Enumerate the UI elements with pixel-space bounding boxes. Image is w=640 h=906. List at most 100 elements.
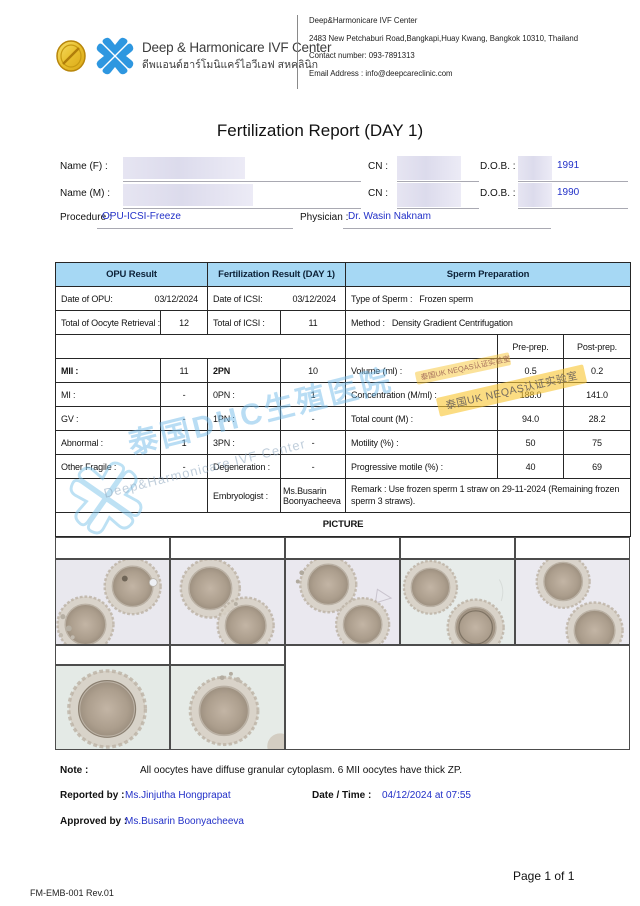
clinic-logo-block: Deep & Harmonicare IVF Center ดีพแอนด์ฮา…: [55, 36, 331, 76]
sperm-type-value: Frozen sperm: [419, 293, 474, 304]
note-text: All oocytes have diffuse granular cytopl…: [140, 765, 463, 776]
oocyte-photo-4: [400, 559, 515, 645]
sperm-preparation-header: Sperm Preparation: [345, 262, 632, 287]
cn-m-label: CN :: [368, 188, 388, 199]
opu-result-header: OPU Result: [54, 262, 209, 287]
mii-label: MII :: [55, 358, 161, 383]
post-prep-header: Post-prep.: [563, 334, 632, 359]
clinic-name-en: Deep & Harmonicare IVF Center: [142, 40, 332, 55]
clover-logo-icon: [96, 37, 134, 75]
name-f-label: Name (F) :: [60, 161, 108, 172]
results-table: OPU Result Fertilization Result (DAY 1) …: [54, 262, 632, 537]
mii-value: 11: [159, 358, 209, 383]
abnormal-value: 1: [159, 430, 209, 455]
picture-section-header: PICTURE: [54, 512, 632, 537]
physician-line: [343, 228, 551, 229]
motility-pre: 50: [497, 430, 565, 455]
oocyte-photo-5: [515, 559, 630, 645]
procedure-line: [97, 228, 293, 229]
picture-caption-cell: [170, 645, 285, 665]
volume-post: 0.2: [563, 358, 632, 383]
approved-by-label: Approved by :: [60, 816, 128, 827]
0pn-value: 1: [280, 382, 347, 407]
oocyte-photo-1: [55, 559, 170, 645]
sperm-method-cell: Method : Density Gradient Centrifugation: [345, 310, 632, 335]
volume-label: Volume (ml) :: [345, 358, 499, 383]
empty-cell: [54, 334, 347, 359]
empty-cell: [345, 334, 499, 359]
oocyte-photo-2: [170, 559, 285, 645]
dob-f-line: [518, 181, 628, 182]
concentration-pre: 188.0: [497, 382, 565, 407]
dob-f-redaction: [518, 156, 552, 180]
degeneration-value: -: [280, 454, 347, 479]
oocyte-photo-7: [170, 665, 285, 750]
1pn-label: 1PN :: [207, 406, 282, 431]
physician-label: Physician :: [300, 212, 349, 223]
motility-label: Motility (%) :: [345, 430, 499, 455]
clinic-email-line: Email Address : info@deepcareclinic.com: [309, 68, 453, 78]
picture-grid: [55, 537, 630, 751]
dob-m-redaction: [518, 183, 552, 207]
picture-caption-cell: [55, 537, 170, 559]
progressive-motile-post: 69: [563, 454, 632, 479]
cn-f-redaction: [397, 156, 461, 180]
picture-caption-cell: [170, 537, 285, 559]
sperm-method-value: Density Gradient Centrifugation: [391, 317, 513, 328]
total-count-post: 28.2: [563, 406, 632, 431]
picture-caption-cell: [55, 645, 170, 665]
other-fragile-label: Other Fragile :: [55, 454, 161, 479]
2pn-value: 10: [280, 358, 347, 383]
oocyte-photo-3: [285, 559, 400, 645]
physician-value: Dr. Wasin Naknam: [348, 211, 431, 222]
note-label: Note :: [60, 765, 89, 776]
dob-f-label: D.O.B. :: [480, 161, 516, 172]
name-f-line: [123, 181, 361, 182]
reported-by-value: Ms.Jinjutha Hongprapat: [125, 790, 231, 801]
icsi-date-label: Date of ICSI:: [213, 293, 263, 304]
gv-value: -: [159, 406, 209, 431]
name-m-line: [123, 208, 361, 209]
page-number: Page 1 of 1: [513, 869, 575, 883]
picture-empty-area: [285, 645, 630, 750]
header-divider: [297, 15, 298, 89]
sperm-method-label: Method :: [351, 317, 385, 328]
clinic-contact-block: Deep&Harmonicare IVF Center 2483 New Pet…: [309, 16, 578, 78]
concentration-post: 141.0: [563, 382, 632, 407]
total-icsi-value: 11: [280, 310, 347, 335]
mi-label: MI :: [55, 382, 161, 407]
page-title: Fertilization Report (DAY 1): [216, 121, 424, 140]
clinic-address-line: 2483 New Petchaburi Road,Bangkapi,Huay K…: [309, 33, 579, 43]
oocyte-retrieval-label: Total of Oocyte Retrieval :: [55, 310, 161, 335]
motility-post: 75: [563, 430, 632, 455]
other-fragile-value: -: [159, 454, 209, 479]
mi-value: -: [159, 382, 209, 407]
opu-date-label: Date of OPU:: [61, 293, 113, 304]
picture-caption-cell: [285, 537, 400, 559]
progressive-motile-label: Progressive motile (%) :: [345, 454, 499, 479]
gv-label: GV :: [55, 406, 161, 431]
cn-f-label: CN :: [368, 161, 388, 172]
clinic-phone-line: Contact number: 093-7891313: [309, 51, 415, 60]
dob-m-value: 1990: [557, 187, 580, 198]
cn-f-line: [397, 181, 479, 182]
approved-by-value: Ms.Busarin Boonyacheeva: [125, 816, 244, 827]
total-count-pre: 94.0: [497, 406, 565, 431]
concentration-label: Concentration (M/ml) :: [345, 382, 499, 407]
3pn-value: -: [280, 430, 347, 455]
opu-date-cell: Date of OPU: 03/12/2024: [54, 286, 209, 311]
oocyte-retrieval-value: 12: [159, 310, 209, 335]
progressive-motile-pre: 40: [497, 454, 565, 479]
sperm-type-cell: Type of Sperm : Frozen sperm: [345, 286, 632, 311]
3pn-label: 3PN :: [207, 430, 282, 455]
dob-m-line: [518, 208, 628, 209]
procedure-value: OPU-ICSI-Freeze: [102, 211, 181, 222]
procedure-label: Procedure :: [60, 212, 112, 223]
0pn-label: 0PN :: [207, 382, 282, 407]
empty-cell: [54, 478, 209, 513]
dob-m-label: D.O.B. :: [480, 188, 516, 199]
dob-f-value: 1991: [557, 160, 580, 171]
cn-m-line: [397, 208, 479, 209]
total-count-label: Total count (M) :: [345, 406, 499, 431]
gold-coin-icon: [56, 40, 86, 72]
